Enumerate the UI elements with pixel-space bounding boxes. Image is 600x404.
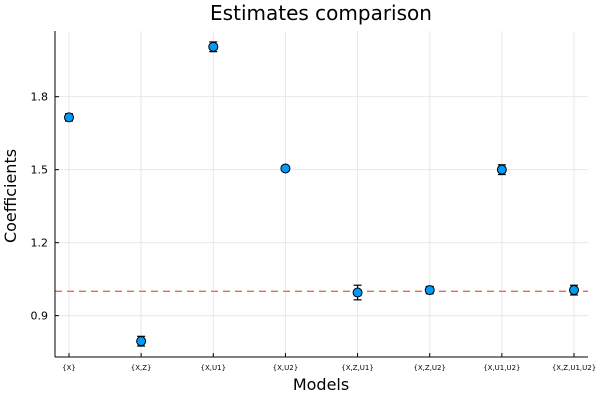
data-point-group bbox=[496, 164, 507, 176]
x-tick-label: {X,Z,U1} bbox=[341, 364, 374, 372]
data-point-group bbox=[64, 112, 74, 123]
x-axis-label: Models bbox=[293, 375, 349, 394]
x-tick-label: {X,Z,U1,U2} bbox=[552, 364, 596, 372]
x-tick-label: {X,U1,U2} bbox=[483, 364, 520, 372]
data-point bbox=[280, 163, 291, 174]
data-point bbox=[64, 112, 74, 123]
x-tick-label: {X} bbox=[62, 364, 76, 372]
data-point bbox=[424, 285, 435, 296]
data-point-group bbox=[208, 41, 219, 53]
grid-layer bbox=[55, 31, 588, 357]
data-point bbox=[136, 336, 147, 347]
x-tick-label: {X,Z} bbox=[131, 364, 152, 372]
chart-title: Estimates comparison bbox=[210, 1, 432, 25]
data-point-group bbox=[352, 284, 363, 301]
y-tick-label: 1.2 bbox=[31, 237, 49, 250]
data-point-group bbox=[569, 284, 579, 296]
marks-layer bbox=[64, 41, 579, 347]
y-axis-label: Coefficients bbox=[1, 149, 20, 243]
data-point bbox=[569, 285, 579, 296]
y-tick-label: 1.8 bbox=[31, 91, 49, 104]
data-point-group bbox=[424, 285, 435, 296]
data-point bbox=[208, 41, 219, 52]
x-tick-label: {X,Z,U2} bbox=[413, 364, 446, 372]
x-tick-label: {X,U1} bbox=[201, 364, 227, 372]
y-tick-label: 1.5 bbox=[31, 164, 49, 177]
data-point-group bbox=[280, 163, 291, 174]
y-tick-label: 0.9 bbox=[31, 310, 49, 323]
x-tick-label: {X,U2} bbox=[273, 364, 299, 372]
data-point bbox=[352, 287, 363, 298]
axes-layer: 0.9 1.2 1.5 1.8 {X} {X,Z} {X,U1} {X,U2} {X,Z,U1}… bbox=[31, 31, 596, 372]
data-point bbox=[496, 164, 507, 175]
data-point-group bbox=[136, 335, 147, 347]
